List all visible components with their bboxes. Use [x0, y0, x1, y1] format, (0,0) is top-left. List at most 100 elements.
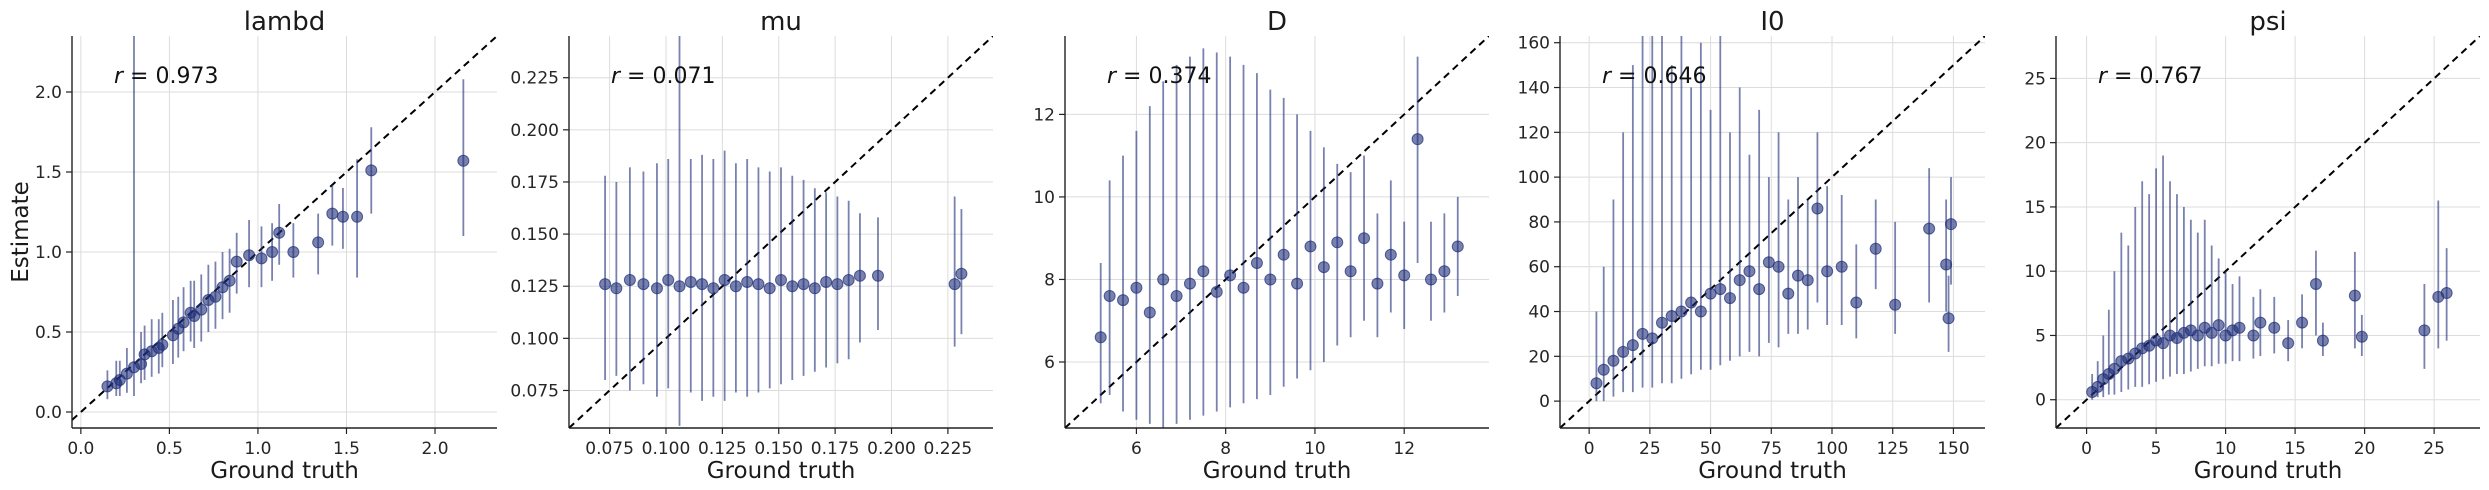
x-tick-label: 5	[2151, 439, 2162, 459]
x-tick-label: 150	[1937, 439, 1969, 459]
y-tick-label: 20	[2024, 134, 2046, 154]
x-tick-label: 20	[2354, 439, 2376, 459]
data-point	[1733, 274, 1746, 287]
panel-title: lambd	[244, 7, 326, 37]
data-point	[1811, 202, 1824, 215]
panel-lambd: 0.0 0.5 1.0 1.5 2.0 0.0 0.5 1.0 1.5 2.0 lambd Groun…	[8, 7, 497, 484]
x-tick-label: 10	[1304, 439, 1326, 459]
data-point	[2268, 321, 2281, 334]
y-tick-label: 0.200	[510, 121, 559, 141]
correlation-label: r = 0.374	[1107, 64, 1211, 89]
data-point	[230, 255, 243, 268]
data-point	[2254, 316, 2267, 329]
data-point	[2309, 278, 2322, 291]
data-point	[1117, 294, 1130, 307]
y-tick-label: 0.100	[510, 329, 559, 349]
data-point	[1869, 242, 1882, 255]
data-point	[599, 278, 612, 291]
data-point	[273, 226, 286, 239]
y-tick-label: 15	[2024, 198, 2046, 218]
data-point	[1183, 277, 1196, 290]
data-point	[172, 322, 185, 335]
data-point	[2440, 287, 2453, 300]
data-point	[1384, 248, 1397, 261]
data-point	[2348, 289, 2361, 302]
data-point	[831, 278, 844, 291]
data-point	[1704, 287, 1717, 300]
data-point	[1617, 345, 1630, 358]
data-point	[2247, 329, 2260, 342]
data-point	[1743, 265, 1756, 278]
data-point	[684, 276, 697, 289]
data-point	[650, 282, 663, 295]
x-axis-label: Ground truth	[707, 458, 856, 484]
data-point	[718, 273, 731, 286]
data-point	[1157, 273, 1170, 286]
data-point	[1942, 312, 1955, 325]
data-point	[152, 342, 165, 354]
x-tick-label: 125	[1876, 439, 1908, 459]
data-point	[1782, 287, 1795, 300]
data-point	[1923, 222, 1936, 235]
data-point	[786, 280, 799, 293]
data-point	[138, 348, 151, 361]
data-point	[1724, 292, 1736, 305]
data-layer	[1065, 36, 1489, 428]
data-point	[2157, 337, 2170, 350]
data-layer	[1560, 36, 1985, 428]
y-tick-label: 12	[1033, 105, 1055, 125]
y-tick-label: 100	[1518, 168, 1550, 188]
data-point	[243, 249, 256, 262]
data-point	[853, 269, 866, 282]
x-tick-label: 8	[1220, 439, 1231, 459]
data-point	[1250, 256, 1263, 269]
data-point	[1792, 269, 1804, 282]
data-point	[1772, 260, 1785, 273]
data-point	[113, 374, 126, 386]
panel-mu: 0.075 0.100 0.125 0.150 0.175 0.200 0.225 0.075…	[510, 7, 993, 484]
correlation-symbol: r	[1107, 64, 1118, 89]
x-tick-label: 0.0	[67, 439, 94, 459]
data-point	[1607, 354, 1620, 367]
data-point	[623, 273, 636, 286]
y-tick-label: 5	[2035, 326, 2046, 346]
data-point	[2108, 362, 2121, 375]
correlation-symbol: r	[1602, 64, 1613, 89]
correlation-value: = 0.767	[2107, 64, 2202, 89]
data-point	[1237, 281, 1250, 294]
y-tick-label: 0.175	[510, 173, 559, 193]
y-tick-label: 0	[2035, 391, 2046, 411]
correlation-label: r = 0.646	[1602, 64, 1706, 89]
data-point	[1945, 218, 1957, 231]
correlation-value: = 0.071	[620, 64, 715, 89]
data-point	[1344, 265, 1357, 278]
data-point	[2212, 319, 2225, 332]
data-point	[741, 276, 754, 289]
data-point	[101, 380, 114, 393]
data-point	[707, 282, 720, 295]
data-point	[2191, 329, 2204, 342]
x-tick-label: 50	[1700, 439, 1722, 459]
data-point	[1665, 310, 1678, 322]
x-tick-label: 0.125	[698, 439, 747, 459]
identity-line	[1065, 36, 1489, 428]
x-tick-label: 0.175	[811, 439, 860, 459]
data-point	[948, 278, 961, 291]
data-point	[1889, 298, 1902, 311]
data-point	[1130, 281, 1143, 294]
data-point	[365, 164, 378, 177]
y-tick-label: 0.125	[510, 277, 559, 297]
data-point	[1398, 269, 1411, 282]
x-axis-label: Ground truth	[210, 458, 359, 484]
y-tick-label: 25	[2024, 69, 2046, 89]
data-point	[1358, 232, 1371, 245]
data-point	[223, 274, 236, 287]
data-point	[326, 207, 339, 220]
x-tick-label: 1.5	[333, 439, 360, 459]
data-point	[1451, 240, 1464, 253]
correlation-value: = 0.646	[1611, 64, 1706, 89]
data-point	[662, 273, 675, 286]
x-axis-label: Ground truth	[1698, 458, 1847, 484]
data-point	[312, 236, 325, 249]
data-point	[696, 278, 709, 291]
